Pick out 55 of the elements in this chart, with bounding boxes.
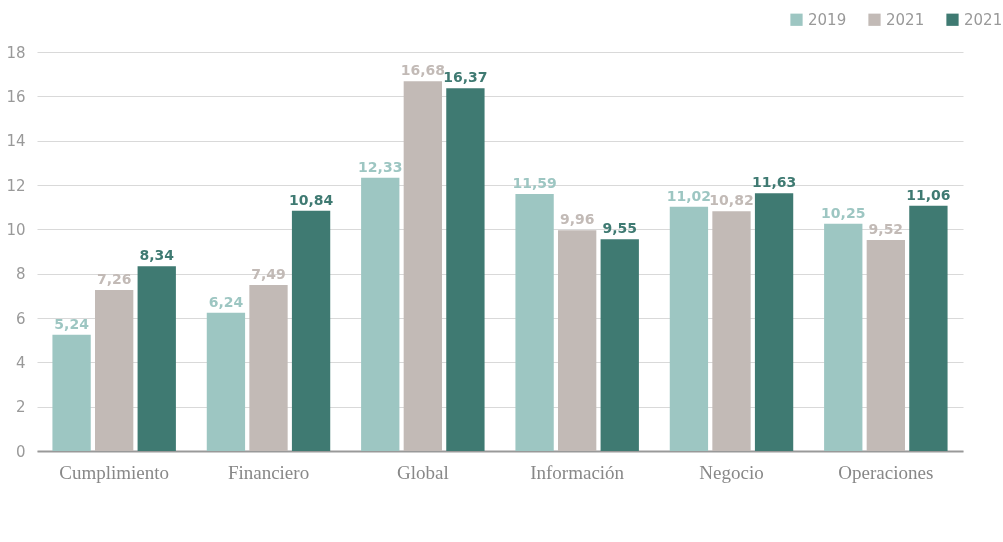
bar [52, 334, 91, 451]
data-label: 11,59 [512, 175, 557, 192]
bar [558, 230, 597, 451]
y-tick-label: 4 [15, 353, 26, 372]
x-tick-label: Financiero [227, 461, 310, 483]
bar [824, 223, 863, 451]
bar [600, 239, 639, 451]
data-label: 7,26 [96, 271, 132, 288]
y-tick-label: 0 [15, 442, 26, 461]
data-label: 9,55 [602, 220, 638, 237]
bar [712, 211, 751, 451]
data-label: 11,02 [666, 187, 712, 204]
data-label: 9,96 [559, 211, 595, 228]
data-label: 16,68 [400, 62, 445, 79]
data-label: 10,25 [821, 204, 866, 221]
data-label: 9,52 [868, 220, 904, 237]
y-tick-label: 2 [15, 398, 26, 417]
data-label: 12,33 [358, 158, 403, 175]
bar [909, 205, 948, 451]
x-tick-label: Negocio [699, 461, 764, 483]
data-label: 16,37 [443, 69, 488, 86]
data-label: 10,84 [288, 191, 334, 208]
x-tick-label: Operaciones [838, 461, 934, 483]
data-label: 10,82 [709, 192, 754, 209]
x-tick-label: Global [396, 461, 449, 483]
data-label: 7,49 [251, 265, 286, 282]
legend-label: 2019 [808, 10, 847, 29]
y-tick-label: 10 [6, 220, 26, 239]
bar [291, 210, 331, 451]
data-label: 11,63 [751, 174, 797, 191]
bar [754, 193, 794, 451]
data-label: 5,24 [54, 315, 90, 332]
bar [95, 290, 134, 451]
y-tick-label: 18 [6, 43, 26, 62]
bar [361, 177, 400, 451]
bar [403, 81, 442, 451]
x-tick-label: Información [530, 461, 625, 483]
bar [446, 88, 485, 451]
y-tick-label: 14 [6, 132, 26, 151]
bar [137, 266, 176, 451]
y-tick-label: 12 [6, 176, 26, 195]
bar [515, 194, 554, 451]
bar [206, 312, 246, 451]
y-tick-label: 8 [15, 265, 26, 284]
bar [669, 206, 709, 451]
data-label: 8,34 [139, 247, 175, 264]
legend-label: 2021 [886, 10, 925, 29]
x-tick-label: Cumplimiento [59, 461, 170, 483]
data-label: 6,24 [208, 293, 244, 310]
y-tick-label: 16 [6, 87, 26, 106]
legend-label: 2021 [964, 10, 1003, 29]
bar [866, 239, 905, 451]
bar [249, 284, 288, 451]
y-tick-label: 6 [15, 309, 26, 328]
data-label: 11,06 [906, 186, 951, 203]
